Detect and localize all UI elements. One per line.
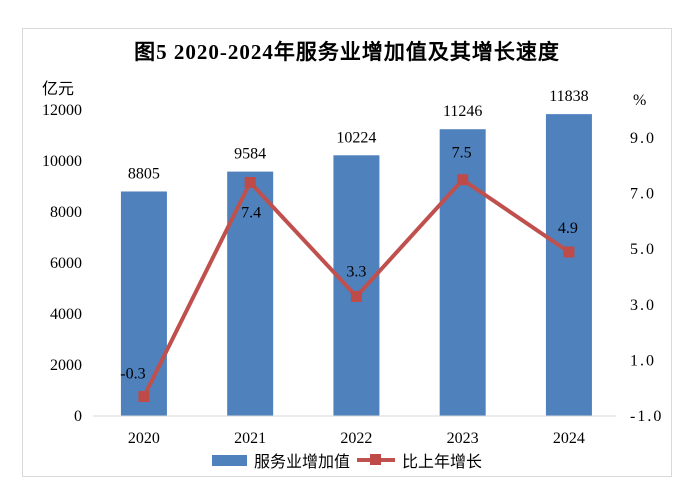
left-axis-unit-label: 亿元 [42,81,75,98]
right-axis-unit-label: % [633,92,647,109]
line-marker-2020 [138,391,150,403]
right-axis-tick: 1.0 [630,352,656,369]
legend-line-marker-icon [370,454,381,465]
right-axis-tick: -1.0 [630,408,663,425]
x-axis-label-2024: 2024 [553,430,585,447]
x-axis-label-2023: 2023 [447,430,479,447]
bar-value-label-2021: 9584 [234,146,266,163]
line-marker-2021 [244,176,256,188]
bar-2023 [439,129,486,417]
bar-value-label-2022: 10224 [336,129,376,146]
right-axis-tick: 5.0 [630,241,656,258]
legend-bar-label: 服务业增加值 [253,454,350,471]
legend-line-swatch-icon [357,454,395,466]
line-value-label-2021: 7.4 [241,204,261,221]
right-axis-tick: 3.0 [630,297,656,314]
left-axis-tick: 10000 [42,153,82,170]
left-axis-tick: 4000 [50,306,82,323]
bar-2022 [333,155,380,416]
left-axis-tick: 6000 [50,255,82,272]
bar-2020 [120,191,167,416]
line-marker-2022 [350,290,362,302]
line-value-label-2022: 3.3 [346,263,366,280]
bar-value-label-2023: 11246 [443,103,482,120]
bar-value-label-2020: 8805 [128,165,160,182]
left-axis-tick: 12000 [42,102,82,119]
legend-line-label: 比上年增长 [402,454,483,471]
x-axis-label-2022: 2022 [340,430,372,447]
line-value-label-2020: -0.3 [120,366,145,383]
line-marker-2024 [563,246,575,258]
right-axis-tick: 9.0 [630,130,656,147]
x-axis-label-2020: 2020 [128,430,160,447]
legend: 服务业增加值 比上年增长 [0,448,694,472]
chart-title: 图5 2020-2024年服务业增加值及其增长速度 [134,40,560,64]
line-marker-2023 [457,174,469,186]
legend-bar-swatch-icon [211,454,247,466]
bar-2024 [545,114,592,417]
x-axis-label-2021: 2021 [234,430,266,447]
bar-value-label-2024: 11838 [549,88,588,105]
right-axis-tick: 7.0 [630,186,656,203]
left-axis-tick: 8000 [50,204,82,221]
left-axis-tick: 0 [74,408,82,425]
left-axis-tick: 2000 [50,357,82,374]
line-value-label-2023: 7.5 [452,145,472,162]
line-value-label-2024: 4.9 [558,220,578,237]
